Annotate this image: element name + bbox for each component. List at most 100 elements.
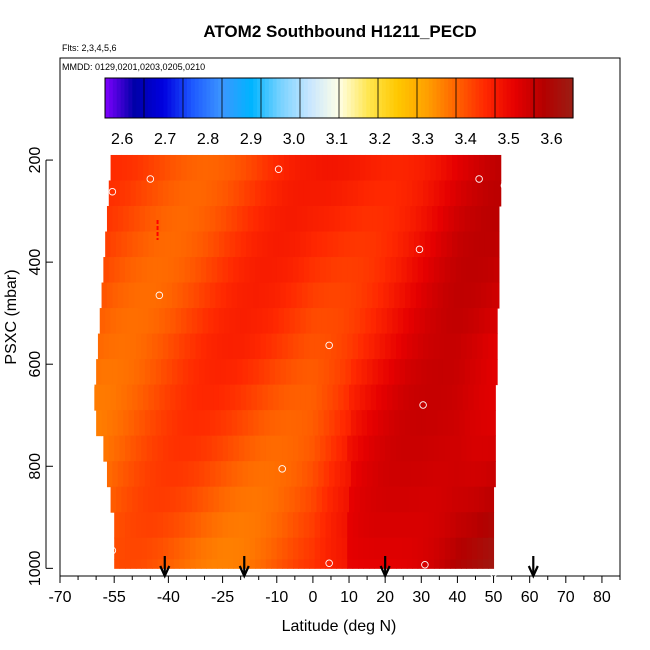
field-cell — [433, 435, 440, 462]
field-cell — [195, 180, 202, 207]
field-cell — [309, 537, 316, 560]
field-cell — [314, 559, 321, 569]
field-cell — [244, 180, 251, 207]
field-cell — [453, 410, 460, 437]
field-cell — [372, 410, 379, 437]
field-cell — [298, 512, 305, 539]
colorbar-swatch — [315, 78, 321, 118]
field-cell — [442, 282, 449, 309]
field-cell — [455, 180, 462, 207]
field-cell — [327, 308, 334, 335]
field-cell — [336, 512, 343, 539]
field-cell — [349, 154, 355, 181]
field-cell — [383, 461, 390, 488]
field-cell — [137, 308, 144, 335]
field-cell — [273, 308, 280, 335]
colorbar-swatch — [413, 78, 418, 118]
field-cell — [260, 537, 267, 560]
field-cell — [226, 410, 233, 437]
field-cell — [287, 512, 294, 539]
field-cell — [365, 154, 372, 181]
colorbar-swatch — [409, 78, 414, 118]
field-cell — [166, 410, 173, 437]
colorbar-swatch — [276, 78, 282, 118]
field-cell — [116, 231, 122, 258]
field-cell — [199, 461, 206, 488]
colorbar-tick-label: 3.2 — [369, 131, 391, 148]
field-cell — [385, 559, 392, 569]
field-cell — [455, 512, 462, 539]
field-cell — [213, 231, 220, 258]
colorbar-swatch — [264, 78, 270, 118]
field-cell — [280, 282, 287, 309]
field-cell — [435, 231, 442, 258]
field-cell — [397, 231, 404, 258]
field-cell — [179, 537, 186, 560]
field-cell — [406, 512, 413, 539]
field-cell — [235, 154, 242, 181]
field-cell — [471, 333, 478, 360]
field-cell — [188, 359, 195, 386]
field-cell — [341, 559, 348, 569]
field-cell — [148, 486, 155, 513]
field-cell — [473, 384, 480, 411]
field-cell — [361, 282, 368, 309]
field-cell — [312, 359, 319, 386]
measurement-point — [108, 187, 117, 196]
field-cell — [293, 257, 299, 284]
field-cell — [204, 282, 211, 309]
field-cell — [222, 333, 229, 360]
colorbar-swatch — [144, 78, 149, 118]
field-cell — [179, 559, 186, 569]
field-cell — [396, 257, 402, 284]
field-cell — [168, 537, 175, 560]
field-cell — [365, 384, 372, 411]
field-cell — [392, 154, 399, 181]
field-cell — [330, 257, 337, 284]
field-cell — [188, 410, 195, 437]
field-cell — [401, 537, 408, 560]
field-cell — [184, 257, 191, 284]
colorbar-swatch — [268, 78, 274, 118]
colorbar-swatch — [514, 78, 519, 118]
field-cell — [143, 231, 150, 258]
field-cell — [390, 180, 397, 207]
field-cell — [271, 333, 278, 360]
field-cell — [148, 154, 155, 181]
field-cell — [121, 486, 128, 513]
field-cell — [314, 435, 321, 462]
field-cell — [177, 206, 184, 233]
field-cell — [251, 154, 258, 181]
field-cell — [103, 435, 110, 462]
field-cell — [159, 384, 166, 411]
flights-note: Flts: 2,3,4,5,6 — [62, 43, 117, 53]
colorbar-swatch — [233, 78, 239, 118]
field-cell — [388, 461, 395, 488]
colorbar-swatch — [350, 78, 356, 118]
field-cell — [117, 410, 124, 437]
field-cell — [471, 512, 478, 539]
field-cell — [377, 206, 384, 233]
field-cell — [338, 154, 345, 181]
field-cell — [332, 154, 339, 181]
field-cell — [130, 435, 137, 462]
field-cell — [228, 537, 234, 560]
field-cell — [329, 282, 336, 309]
field-cell — [455, 257, 462, 284]
field-cell — [448, 206, 455, 233]
field-cell — [446, 231, 453, 258]
colorbar-swatch — [456, 78, 461, 118]
field-cell — [132, 308, 139, 335]
field-cell — [123, 206, 130, 233]
field-cell — [430, 384, 437, 411]
field-cell — [383, 282, 390, 309]
field-cell — [367, 282, 374, 309]
field-cell — [410, 359, 417, 386]
field-cell — [148, 384, 155, 411]
colorbar-tick-label: 3.0 — [283, 131, 305, 148]
field-cell — [334, 410, 341, 437]
field-cell — [218, 231, 225, 258]
field-cell — [475, 410, 482, 437]
field-cell — [144, 359, 151, 386]
field-cell — [414, 486, 420, 513]
